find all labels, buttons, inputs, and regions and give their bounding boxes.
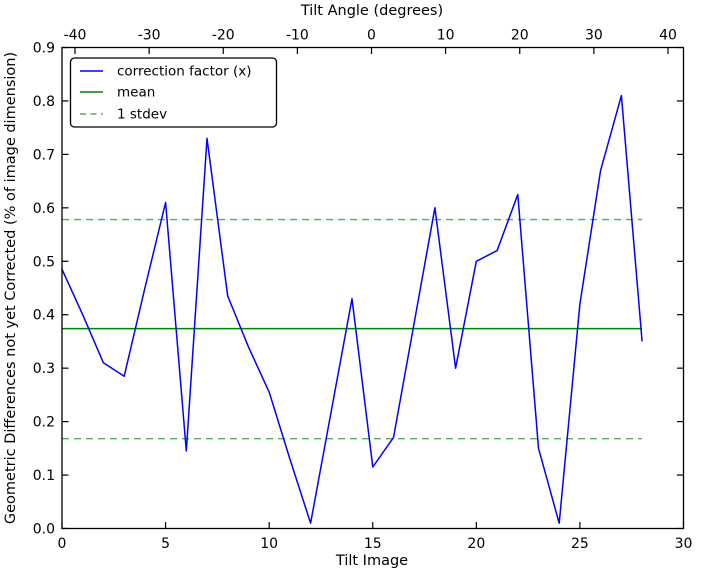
top-tick-label: -10 xyxy=(286,28,309,44)
series-lines xyxy=(61,94,643,524)
x-tick-label: 5 xyxy=(161,536,170,552)
y-tick-label: 0.0 xyxy=(33,522,55,538)
y-tick-label: 0.8 xyxy=(33,94,55,110)
top-tick-label: 40 xyxy=(659,28,677,44)
x-tick-label: 15 xyxy=(364,536,382,552)
legend-label-mean: mean xyxy=(117,85,155,101)
y-tick-label: 0.3 xyxy=(33,361,55,377)
y-tick-label: 0.9 xyxy=(33,41,55,57)
x-tick-label: 20 xyxy=(467,536,485,552)
top-tick-label: 20 xyxy=(511,28,529,44)
y-tick-label: 0.6 xyxy=(33,201,55,217)
y-tick-label: 0.1 xyxy=(33,468,55,484)
reference-lines xyxy=(62,218,643,440)
y-tick-label: 0.2 xyxy=(33,415,55,431)
top-axis-title: Tilt Angle (degrees) xyxy=(300,3,443,19)
top-tick-label: -30 xyxy=(138,28,161,44)
legend: correction factor (x) mean 1 stdev xyxy=(69,57,278,128)
y-tick-label: 0.7 xyxy=(33,147,55,163)
legend-label-correction-factor: correction factor (x) xyxy=(117,64,252,80)
axis-ticks: 0 5 10 15 20 25 30 0.0 0.1 0.2 0.3 0.4 0.5 0.6 0.7 0.8 0… xyxy=(33,28,693,553)
y-tick-label: 0.5 xyxy=(33,254,55,270)
top-tick-label: -20 xyxy=(212,28,235,44)
y-tick-label: 0.4 xyxy=(33,308,55,324)
x-axis-title: Tilt Image xyxy=(335,553,408,569)
top-tick-label: 10 xyxy=(437,28,455,44)
x-tick-label: 10 xyxy=(260,536,278,552)
legend-box xyxy=(69,57,278,128)
x-tick-label: 0 xyxy=(58,536,67,552)
top-tick-label: 0 xyxy=(367,28,376,44)
correction-factor-line xyxy=(61,94,643,524)
x-tick-label: 25 xyxy=(571,536,589,552)
y-axis-title: Geometric Differences not yet Corrected … xyxy=(3,52,19,524)
top-tick-label: -40 xyxy=(64,28,87,44)
top-tick-label: 30 xyxy=(585,28,603,44)
x-tick-label: 30 xyxy=(675,536,693,552)
legend-label-stdev: 1 stdev xyxy=(117,107,167,123)
